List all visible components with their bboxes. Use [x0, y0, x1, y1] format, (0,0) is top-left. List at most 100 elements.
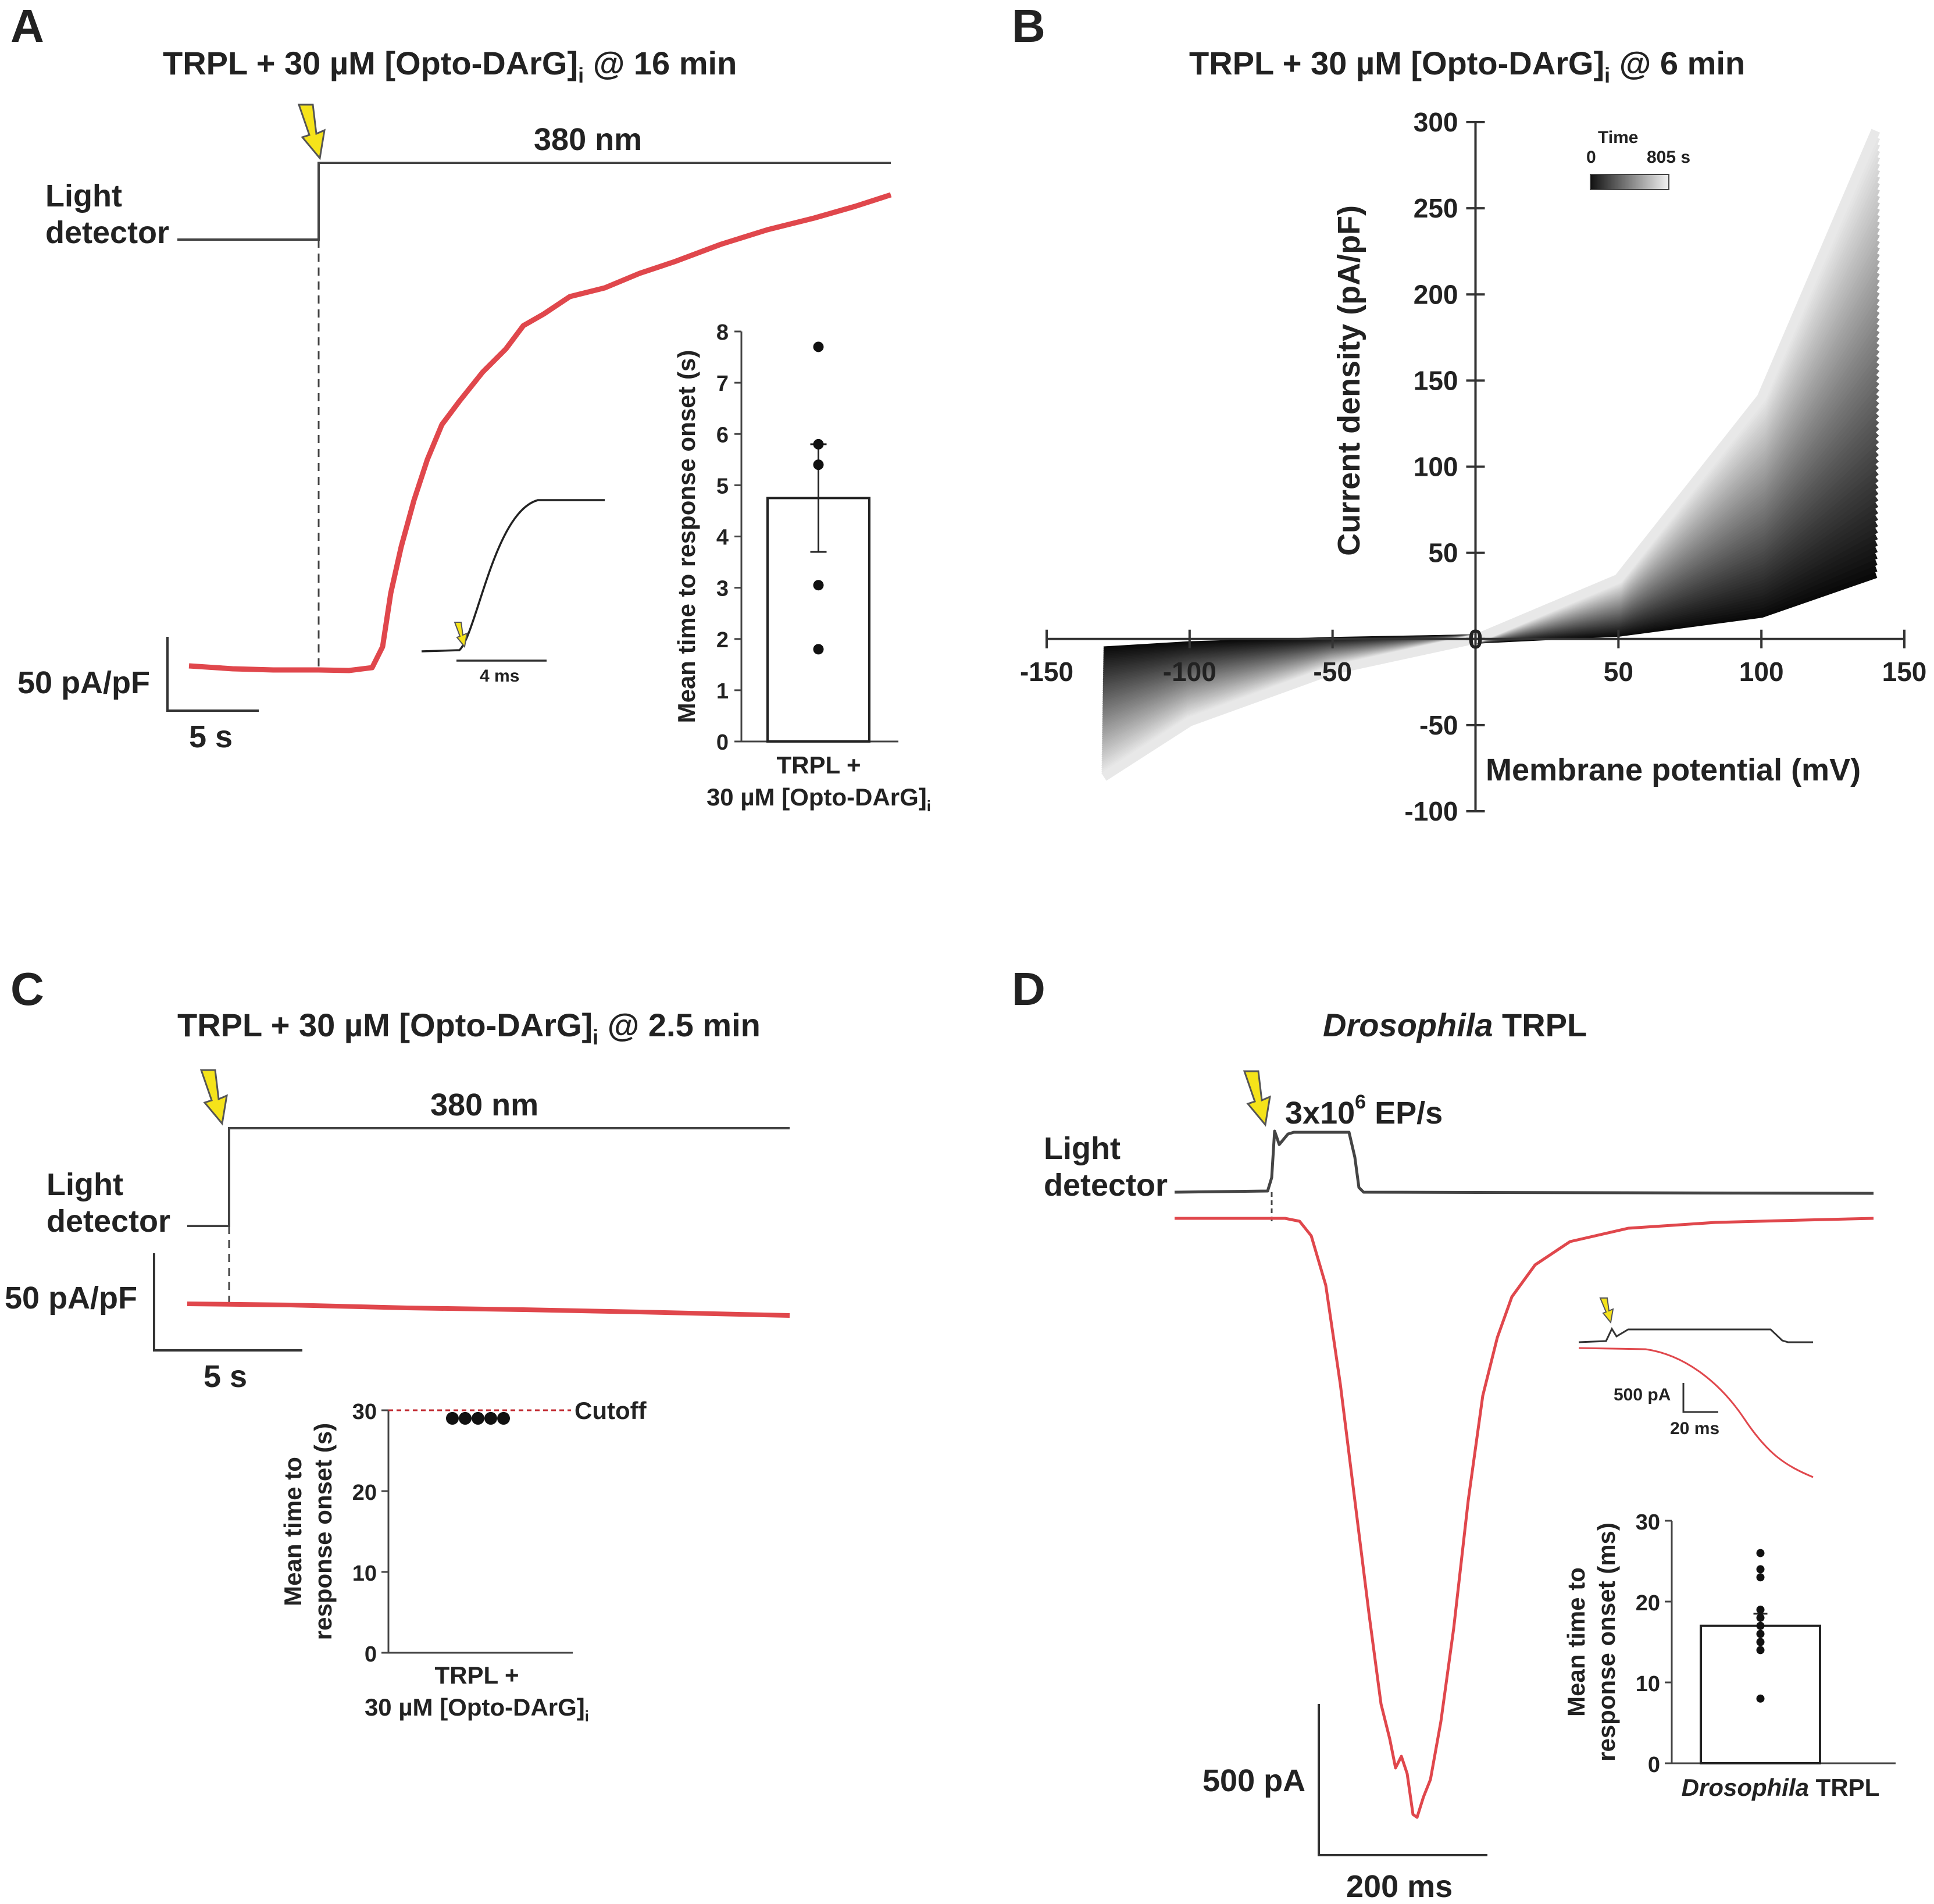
d-data-point — [1756, 1613, 1765, 1622]
b-x-axis-label: Membrane potential (mV) — [1486, 753, 1861, 787]
panel-d-current-trace — [1175, 1217, 1874, 1819]
a-y-tick-label: 5 — [716, 474, 729, 498]
a-y-tick-label: 0 — [716, 730, 729, 755]
panel-b-title-main: TRPL + 30 µM [Opto-DArG] — [1189, 45, 1604, 81]
c-x-category-main: 30 µM [Opto-DArG] — [365, 1693, 585, 1721]
panel-a-title-sub: i — [578, 63, 584, 87]
a-data-point — [813, 459, 824, 470]
d-data-point — [1756, 1573, 1765, 1582]
panel-d-inset-scale-bar — [1682, 1383, 1718, 1413]
b-y-tick-label: 300 — [1414, 107, 1458, 137]
c-cutoff-label: Cutoff — [575, 1397, 647, 1424]
panel-d-light-label-2: detector — [1044, 1168, 1168, 1203]
panel-b-colorbar-max: 805 s — [1647, 148, 1690, 167]
c-y-tick-label: 0 — [365, 1642, 377, 1667]
panel-c-light-arrow-icon — [199, 1069, 228, 1126]
panel-c-dot-chart: 0 10 20 30 Cutoff Mean time to response onset … — [279, 1397, 647, 1725]
panel-c: C TRPL + 30 µM [Opto-DArG]i @ 2.5 min 38… — [5, 963, 790, 1725]
b-x-tick-label: 100 — [1739, 657, 1784, 687]
d-x-category-italic: Drosophila — [1682, 1774, 1809, 1801]
b-y-tick-label: -100 — [1404, 796, 1458, 826]
b-x-tick-label: -50 — [1313, 657, 1351, 687]
panel-a: A TRPL + 30 µM [Opto-DArG]i @ 16 min 380… — [10, 0, 931, 815]
panel-a-light-label-1: Light — [45, 179, 122, 213]
panel-a-scale-y: 50 pA/pF — [17, 665, 150, 700]
d-y-axis-label-2: response onset (ms) — [1593, 1523, 1620, 1762]
b-y-tick-label: 100 — [1414, 452, 1458, 482]
panel-d-stimulus-base: 3x10 — [1285, 1096, 1355, 1131]
panel-c-scale-bar — [153, 1253, 302, 1352]
a-y-tick-label: 7 — [716, 372, 729, 396]
a-data-point — [813, 580, 824, 591]
a-x-category-line1: TRPL + — [776, 751, 861, 779]
a-data-point — [813, 341, 824, 352]
panel-b-title-sub: i — [1604, 63, 1610, 87]
c-data-point — [484, 1411, 497, 1425]
panel-c-light-label-2: detector — [47, 1204, 170, 1239]
panel-a-scale-bar — [166, 637, 259, 712]
d-y-tick-label: 10 — [1636, 1672, 1660, 1696]
d-data-point — [1756, 1646, 1765, 1655]
c-data-point — [472, 1411, 484, 1425]
panel-c-label: C — [10, 963, 44, 1015]
d-data-point — [1756, 1605, 1765, 1614]
c-y-tick-label: 30 — [352, 1400, 377, 1424]
a-data-point — [813, 438, 824, 450]
panel-d-stimulus-exp: 6 — [1355, 1091, 1366, 1113]
panel-d: D Drosophila TRPL 3x106 EP/s Light detec… — [1012, 963, 1896, 1904]
a-y-tick-label: 2 — [716, 628, 729, 653]
panel-d-inset-scale-y: 500 pA — [1614, 1385, 1671, 1404]
c-y-axis-label-1: Mean time to — [279, 1457, 306, 1606]
c-y-tick-label: 10 — [352, 1561, 377, 1586]
a-data-point — [813, 644, 824, 655]
panel-d-stimulus: 3x106 EP/s — [1285, 1091, 1443, 1131]
b-y-tick-label: 250 — [1414, 193, 1458, 223]
panel-c-current-trace — [187, 1302, 790, 1318]
panel-a-wavelength: 380 nm — [534, 122, 642, 157]
c-y-axis-label-2: response onset (s) — [309, 1423, 337, 1640]
d-data-point — [1756, 1630, 1765, 1638]
panel-d-scale-y: 500 pA — [1202, 1763, 1305, 1798]
panel-a-light-label-2: detector — [45, 215, 169, 250]
d-y-tick-label: 30 — [1636, 1510, 1660, 1535]
panel-a-current-trace — [188, 192, 892, 673]
panel-a-label: A — [10, 0, 44, 52]
panel-d-inset-arrow-icon — [1599, 1297, 1614, 1324]
panel-c-scale-y: 50 pA/pF — [5, 1281, 137, 1315]
panel-d-label: D — [1012, 963, 1045, 1015]
c-x-category-line2: 30 µM [Opto-DArG]i — [365, 1693, 589, 1725]
panel-a-scale-x: 5 s — [189, 719, 233, 754]
d-data-point — [1756, 1694, 1765, 1703]
panel-a-title: TRPL + 30 µM [Opto-DArG]i @ 16 min — [163, 45, 737, 87]
panel-a-title-main: TRPL + 30 µM [Opto-DArG] — [163, 45, 578, 81]
panel-d-light-label-1: Light — [1044, 1131, 1121, 1166]
b-y-tick-label: -50 — [1419, 710, 1458, 740]
a-x-category-sub: i — [927, 797, 931, 815]
a-x-category-line2: 30 µM [Opto-DArG]i — [706, 783, 931, 815]
d-data-point — [1756, 1549, 1765, 1557]
d-y-tick-label: 20 — [1636, 1591, 1660, 1616]
a-x-category-main: 30 µM [Opto-DArG] — [706, 783, 927, 811]
panel-d-title: Drosophila TRPL — [1323, 1007, 1587, 1043]
b-y-axis-label: Current density (pA/pF) — [1332, 205, 1366, 556]
d-data-point — [1756, 1565, 1765, 1574]
b-x-tick-label: 50 — [1604, 657, 1633, 687]
panel-c-title-main: TRPL + 30 µM [Opto-DArG] — [177, 1007, 593, 1043]
panel-b-colorbar-title: Time — [1598, 128, 1638, 147]
panel-b-iv-chart: -150 -100 -50 50 100 150 -100 -50 0 50 100 150 200 25… — [1020, 107, 1926, 826]
c-y-tick-label: 20 — [352, 1481, 377, 1505]
panel-d-light-arrow-icon — [1243, 1070, 1271, 1127]
panel-d-bar-chart: 0 10 20 30 Mean time to response onset (ms) Dr… — [1562, 1510, 1896, 1801]
b-y-tick-label: 150 — [1414, 365, 1458, 395]
a-y-tick-label: 3 — [716, 577, 729, 601]
a-y-tick-label: 1 — [716, 679, 729, 704]
panel-c-light-label-1: Light — [47, 1167, 123, 1202]
panel-a-bar-chart: 0 1 2 3 4 5 6 7 8 Mean time to response onset (s)… — [673, 320, 931, 815]
b-y-tick-label: 0 — [1468, 624, 1483, 654]
c-x-category-line1: TRPL + — [434, 1661, 519, 1689]
panel-d-light-detector-trace — [1174, 1129, 1874, 1195]
d-x-category: Drosophila TRPL — [1682, 1774, 1880, 1801]
panel-a-inset-scale: 4 ms — [480, 666, 519, 686]
c-data-point — [459, 1411, 472, 1425]
panel-a-title-tail: @ 16 min — [584, 45, 737, 81]
